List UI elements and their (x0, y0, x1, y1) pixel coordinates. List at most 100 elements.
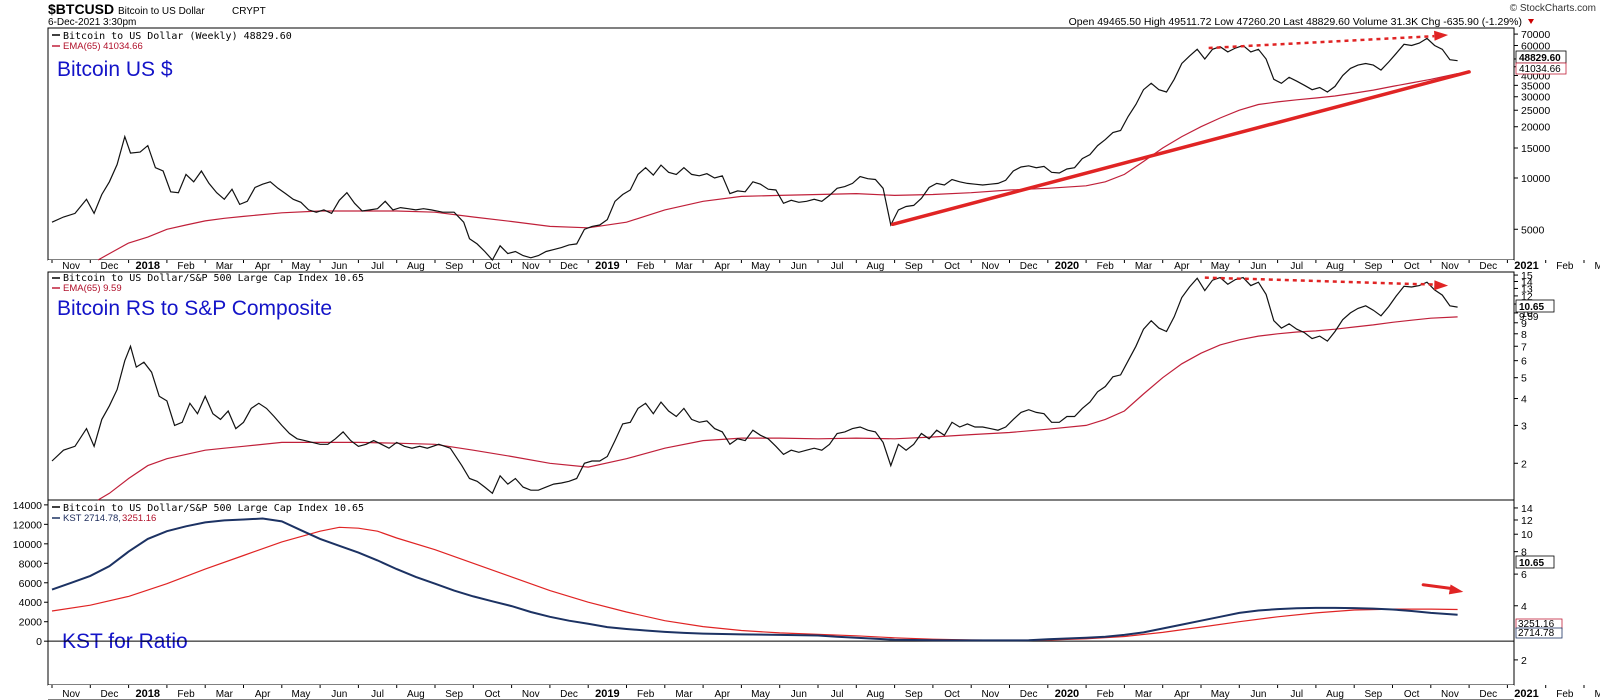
panel-3-legend-kst-signal: 3251.16 (122, 513, 156, 524)
y-tick-label: 5 (1521, 373, 1527, 385)
x-year-label: 2020 (1055, 260, 1079, 272)
x-axis-upper: Nov Dec 2018 Feb Mar Apr May Jun Jul Aug Sep Oct Nov… (48, 260, 1600, 273)
panel-3-kst-signal-line (51, 526, 1458, 642)
x-month-label: Feb (637, 689, 655, 700)
x-month-label: Mar (675, 261, 693, 272)
x-month-label: Nov (1441, 689, 1459, 700)
y-tick-label: 10000 (13, 539, 42, 551)
panel-2-last-tags: 10.65 9.59 (1515, 299, 1555, 323)
panel-1-dotted-trend (1208, 34, 1435, 50)
x-month-label: Sep (905, 261, 923, 272)
y-tick-label: 6 (1521, 569, 1527, 581)
panel-3-kst-value: 2714.78 (1518, 628, 1555, 639)
panel-3-last-value: 10.65 (1519, 558, 1544, 569)
x-month-label: Feb (1556, 261, 1574, 272)
x-month-label: Nov (62, 261, 80, 272)
x-month-label: Nov (522, 689, 540, 700)
ohlc-readout: Open 49465.50 High 49511.72 Low 47260.20… (1069, 16, 1522, 28)
panel-3-legend: Bitcoin to US Dollar/S&P 500 Large Cap I… (52, 503, 364, 524)
x-month-label: Jul (1290, 261, 1303, 272)
panel-2-arrowhead (1434, 280, 1449, 291)
y-tick-label: 3 (1521, 420, 1527, 432)
x-month-label: Nov (981, 689, 999, 700)
panel-2-legend: Bitcoin to US Dollar/S&P 500 Large Cap I… (52, 273, 364, 294)
symbol-name: Bitcoin to US Dollar (118, 6, 205, 17)
panel-1-price-line (51, 37, 1458, 262)
x-month-label: Feb (177, 261, 195, 272)
x-month-label: Mar (1135, 689, 1153, 700)
x-month-label: Apr (714, 261, 730, 272)
x-month-label: Dec (101, 689, 119, 700)
y-tick-label: 5000 (1521, 224, 1545, 236)
x-month-label: Apr (255, 261, 271, 272)
x-month-label: Sep (445, 261, 463, 272)
y-tick-label: 13 (1521, 283, 1533, 295)
panel-3-kst-line (51, 517, 1458, 642)
panel-3-legend-ratio: Bitcoin to US Dollar/S&P 500 Large Cap I… (63, 503, 364, 514)
panel-1-last-tags: 48829.60 41034.66 (1515, 50, 1567, 75)
x-axis-lower: Nov Dec 2018 Feb Mar Apr May Jun Jul Aug Sep Oct Nov… (48, 685, 1600, 700)
x-month-label: Apr (714, 689, 730, 700)
panel-3-lines (48, 517, 1514, 642)
x-year-label: 2021 (1514, 260, 1538, 272)
x-month-label: Dec (1479, 261, 1497, 272)
x-month-label: Dec (560, 261, 578, 272)
panel-2-legend-ema: EMA(65) 9.59 (63, 283, 122, 294)
panel-2-ema-value: 9.59 (1519, 312, 1539, 323)
x-month-label: Mar (1595, 689, 1600, 700)
panel-3-signal-value: 3251.16 (1518, 619, 1555, 630)
x-month-label: Sep (1364, 261, 1382, 272)
x-month-label: Aug (867, 261, 885, 272)
panel-3-legend-kst: KST 2714.78, (63, 513, 121, 524)
y-tick-label: 14000 (13, 500, 42, 512)
x-month-label: Apr (255, 689, 271, 700)
x-month-label: Jul (371, 689, 384, 700)
x-month-label: Jul (831, 261, 844, 272)
panel-2-label: Bitcoin RS to S&P Composite (57, 297, 332, 320)
x-month-label: Sep (905, 689, 923, 700)
x-month-label: Jul (371, 261, 384, 272)
y-tick-label: 15 (1521, 270, 1533, 282)
panel-3-arrowhead (1448, 584, 1464, 595)
x-month-label: Mar (216, 689, 234, 700)
x-month-label: Feb (637, 261, 655, 272)
y-tick-label: 10000 (1521, 173, 1550, 185)
panel-1-ema-box (1515, 62, 1567, 75)
x-month-label: Oct (944, 689, 960, 700)
panel-3-last-box (1515, 555, 1555, 569)
x-month-label: Jun (331, 689, 347, 700)
x-month-label: Aug (867, 689, 885, 700)
x-year-label: 2019 (595, 260, 619, 272)
panel-1-legend: Bitcoin to US Dollar (Weekly) 48829.60 E… (52, 31, 292, 52)
date: 6-Dec-2021 3:30pm (48, 17, 136, 28)
y-tick-label: 9 (1521, 318, 1527, 330)
x-month-label: Dec (1020, 261, 1038, 272)
x-month-label: Mar (1595, 261, 1600, 272)
x-month-label: May (751, 261, 770, 272)
panel-2-last-box (1515, 299, 1555, 313)
x-month-label: Jun (1250, 261, 1266, 272)
y-tick-label: 6 (1521, 356, 1527, 368)
x-month-label: May (291, 689, 310, 700)
x-year-label: 2018 (136, 688, 160, 700)
panel-1-ema-line (97, 73, 1458, 261)
x-month-label: May (751, 689, 770, 700)
y-tick-label: 2 (1521, 655, 1527, 667)
y-tick-label: 10 (1521, 529, 1533, 541)
x-month-label: Aug (1326, 261, 1344, 272)
credit: © StockCharts.com (1510, 3, 1596, 14)
y-tick-label: 4 (1521, 394, 1527, 406)
x-month-label: Apr (1174, 689, 1190, 700)
y-tick-label: 20000 (1521, 122, 1550, 134)
panel-2-lines (51, 276, 1458, 501)
y-tick-label: 4000 (19, 597, 43, 609)
panel-1-last-value: 48829.60 (1519, 53, 1561, 64)
x-month-label: Dec (560, 689, 578, 700)
y-tick-label: 12 (1521, 291, 1533, 303)
x-month-label: Aug (407, 261, 425, 272)
x-year-label: 2021 (1514, 688, 1538, 700)
panel-3-last-tags: 10.65 3251.16 2714.78 (1515, 555, 1563, 639)
y-tick-label: 8000 (19, 558, 43, 570)
y-tick-label: 4 (1521, 601, 1527, 613)
